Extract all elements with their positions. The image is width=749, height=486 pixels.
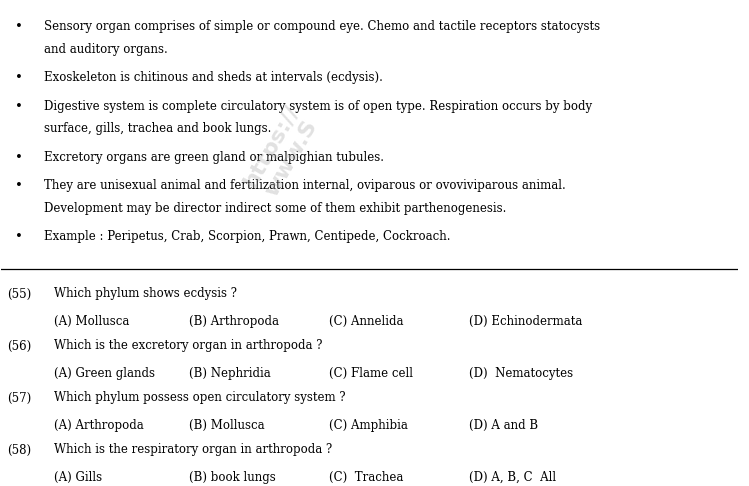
Text: (A) Gills: (A) Gills (55, 471, 103, 484)
Text: (D)  Nematocytes: (D) Nematocytes (470, 367, 574, 380)
Text: •: • (15, 230, 22, 243)
Text: (A) Arthropoda: (A) Arthropoda (55, 419, 145, 432)
Text: (58): (58) (7, 444, 31, 456)
Text: Digestive system is complete circulatory system is of open type. Respiration occ: Digestive system is complete circulatory… (44, 100, 592, 113)
Text: (C) Annelida: (C) Annelida (330, 315, 404, 328)
Text: (57): (57) (7, 392, 31, 404)
Text: Development may be director indirect some of them exhibit parthenogenesis.: Development may be director indirect som… (44, 202, 506, 215)
Text: Which phylum possess open circulatory system ?: Which phylum possess open circulatory sy… (55, 392, 346, 404)
Text: Sensory organ comprises of simple or compound eye. Chemo and tactile receptors s: Sensory organ comprises of simple or com… (44, 20, 600, 34)
Text: (A) Green glands: (A) Green glands (55, 367, 156, 380)
Text: (B) Nephridia: (B) Nephridia (189, 367, 271, 380)
Text: •: • (15, 20, 22, 34)
Text: •: • (15, 71, 22, 85)
Text: •: • (15, 100, 22, 113)
Text: Which phylum shows ecdysis ?: Which phylum shows ecdysis ? (55, 287, 237, 300)
Text: Exoskeleton is chitinous and sheds at intervals (ecdysis).: Exoskeleton is chitinous and sheds at in… (44, 71, 383, 85)
Text: •: • (15, 151, 22, 164)
Text: surface, gills, trachea and book lungs.: surface, gills, trachea and book lungs. (44, 122, 271, 136)
Text: Excretory organs are green gland or malpighian tubules.: Excretory organs are green gland or malp… (44, 151, 384, 164)
Text: (A) Mollusca: (A) Mollusca (55, 315, 130, 328)
Text: (55): (55) (7, 287, 31, 300)
Text: Example : Peripetus, Crab, Scorpion, Prawn, Centipede, Cockroach.: Example : Peripetus, Crab, Scorpion, Pra… (44, 230, 451, 243)
Text: (B) Mollusca: (B) Mollusca (189, 419, 265, 432)
Text: (D) Echinodermata: (D) Echinodermata (470, 315, 583, 328)
Text: (C)  Trachea: (C) Trachea (330, 471, 404, 484)
Text: They are unisexual animal and fertilization internal, oviparous or ovoviviparous: They are unisexual animal and fertilizat… (44, 179, 566, 192)
Text: (B) Arthropoda: (B) Arthropoda (189, 315, 279, 328)
Text: •: • (15, 179, 22, 192)
Text: (B) book lungs: (B) book lungs (189, 471, 276, 484)
Text: (D) A and B: (D) A and B (470, 419, 539, 432)
Text: (D) A, B, C  All: (D) A, B, C All (470, 471, 557, 484)
Text: (C) Flame cell: (C) Flame cell (330, 367, 413, 380)
Text: https://
www.S: https:// www.S (240, 103, 323, 203)
Text: and auditory organs.: and auditory organs. (44, 43, 168, 56)
Text: Which is the respiratory organ in arthropoda ?: Which is the respiratory organ in arthro… (55, 444, 333, 456)
Text: (56): (56) (7, 339, 31, 352)
Text: Which is the excretory organ in arthropoda ?: Which is the excretory organ in arthropo… (55, 339, 323, 352)
Text: (C) Amphibia: (C) Amphibia (330, 419, 408, 432)
